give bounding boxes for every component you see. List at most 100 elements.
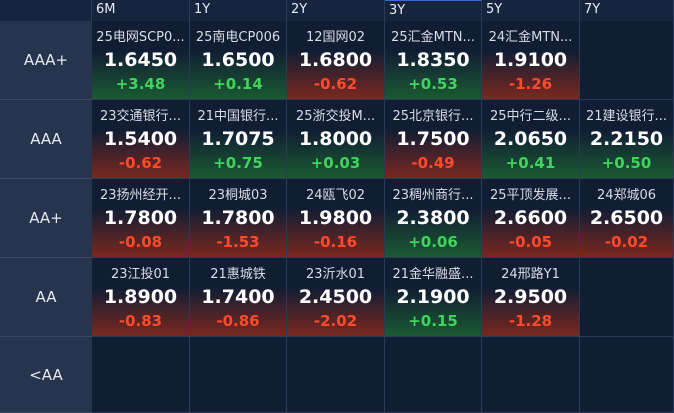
bond-cell[interactable]: 23扬州经开... 1.7800 -0.08 [92, 179, 190, 258]
bond-name: 12国网02 [305, 30, 366, 45]
bond-name: 21金华融盛... [392, 267, 474, 282]
empty-cell [287, 337, 385, 413]
bond-yield: 2.9500 [493, 286, 568, 308]
bond-cell[interactable]: 21中国银行... 1.7075 +0.75 [190, 100, 287, 179]
column-header[interactable]: 3Y [385, 0, 482, 21]
yield-change: +0.41 [505, 154, 556, 172]
yield-change: +0.53 [408, 75, 458, 93]
bond-yield: 2.3800 [396, 207, 470, 229]
bond-name: 24邢路Y1 [501, 267, 560, 282]
yield-change: +0.15 [408, 312, 458, 330]
bond-cell[interactable]: 25北京银行... 1.7500 -0.49 [385, 100, 482, 179]
yield-change: -0.62 [313, 75, 358, 93]
yield-change: -1.28 [508, 312, 553, 330]
bond-cell[interactable]: 12国网02 1.6800 -0.62 [287, 21, 385, 100]
empty-cell [190, 337, 287, 413]
bond-name: 23江投01 [110, 267, 171, 282]
yield-change: -0.02 [604, 233, 649, 251]
yield-change: -1.26 [508, 75, 553, 93]
bond-cell[interactable]: 23交通银行... 1.5400 -0.62 [92, 100, 190, 179]
yield-change: +0.75 [213, 154, 263, 172]
bond-cell[interactable]: 23桐城03 1.7800 -1.53 [190, 179, 287, 258]
bond-cell[interactable]: 25浙交投M... 1.8000 +0.03 [287, 100, 385, 179]
yield-change: -2.02 [313, 312, 358, 330]
empty-cell [385, 337, 482, 413]
bond-name: 21惠城铁 [210, 267, 266, 282]
yield-change: -0.86 [216, 312, 260, 330]
bond-yield: 1.7400 [201, 286, 275, 308]
bond-cell[interactable]: 23江投01 1.8900 -0.83 [92, 258, 190, 337]
bond-yield: 1.5400 [103, 128, 178, 150]
yield-change: +3.48 [115, 75, 166, 93]
column-header[interactable]: 1Y [190, 0, 287, 21]
row-header[interactable]: <AA [0, 337, 92, 413]
yield-change: -0.08 [118, 233, 163, 251]
empty-cell [580, 337, 674, 413]
bond-cell[interactable]: 25中行二级... 2.0650 +0.41 [482, 100, 580, 179]
bond-yield: 2.2150 [589, 128, 664, 150]
bond-name: 24瓯飞02 [305, 188, 366, 203]
bond-name: 21建设银行... [586, 109, 667, 124]
row-header[interactable]: AAA+ [0, 21, 92, 100]
column-header[interactable]: 7Y [580, 0, 674, 21]
bond-yield: 1.7800 [103, 207, 178, 229]
bond-yield: 1.8000 [298, 128, 373, 150]
bond-cell[interactable]: 21建设银行... 2.2150 +0.50 [580, 100, 674, 179]
bond-yield: 1.9100 [493, 49, 568, 71]
row-header[interactable]: AA+ [0, 179, 92, 258]
bond-name: 23沂水01 [305, 267, 366, 282]
yield-change: -0.62 [118, 154, 163, 172]
column-header[interactable]: 6M [92, 0, 190, 21]
yield-change: -0.83 [118, 312, 163, 330]
bond-yield: 2.6500 [589, 207, 664, 229]
empty-cell [580, 258, 674, 337]
bond-name: 25平顶发展... [490, 188, 571, 203]
yield-change: +0.06 [408, 233, 458, 251]
bond-yield: 1.8350 [396, 49, 470, 71]
bond-cell[interactable]: 24邢路Y1 2.9500 -1.28 [482, 258, 580, 337]
column-header[interactable]: 2Y [287, 0, 385, 21]
bond-cell[interactable]: 25汇金MTN... 1.8350 +0.53 [385, 21, 482, 100]
bond-yield: 1.7800 [201, 207, 275, 229]
bond-yield: 2.1900 [396, 286, 470, 308]
bond-name: 23交通银行... [100, 109, 181, 124]
bond-name: 21中国银行... [197, 109, 279, 124]
bond-name: 23桐城03 [208, 188, 268, 203]
bond-name: 24汇金MTN... [488, 30, 573, 45]
bond-yield: 1.6450 [103, 49, 178, 71]
column-header[interactable]: 5Y [482, 0, 580, 21]
header-corner [0, 0, 92, 21]
bond-cell[interactable]: 21惠城铁 1.7400 -0.86 [190, 258, 287, 337]
row-header[interactable]: AAA [0, 100, 92, 179]
row-header[interactable]: AA [0, 258, 92, 337]
yield-change: +0.03 [310, 154, 361, 172]
yield-change: -0.49 [411, 154, 455, 172]
bond-cell[interactable]: 24瓯飞02 1.9800 -0.16 [287, 179, 385, 258]
bond-name: 23扬州经开... [100, 188, 181, 203]
bond-cell[interactable]: 24郑城06 2.6500 -0.02 [580, 179, 674, 258]
bond-yield: 2.4500 [298, 286, 373, 308]
bond-cell[interactable]: 21金华融盛... 2.1900 +0.15 [385, 258, 482, 337]
bond-cell[interactable]: 24汇金MTN... 1.9100 -1.26 [482, 21, 580, 100]
bond-cell[interactable]: 23稠州商行... 2.3800 +0.06 [385, 179, 482, 258]
bond-name: 23稠州商行... [392, 188, 474, 203]
bond-name: 24郑城06 [596, 188, 657, 203]
empty-cell [580, 21, 674, 100]
yield-change: +0.50 [601, 154, 652, 172]
bond-name: 25北京银行... [392, 109, 474, 124]
bond-cell[interactable]: 25电网SCP0... 1.6450 +3.48 [92, 21, 190, 100]
yield-change: +0.14 [213, 75, 263, 93]
bond-yield: 1.6500 [201, 49, 275, 71]
empty-cell [482, 337, 580, 413]
yield-change: -1.53 [216, 233, 260, 251]
bond-name: 25浙交投M... [295, 109, 376, 124]
yield-change: -0.05 [508, 233, 553, 251]
yield-change: -0.16 [313, 233, 358, 251]
bond-name: 25南电CP006 [195, 30, 281, 45]
bond-yield: 1.7500 [396, 128, 470, 150]
bond-cell[interactable]: 25平顶发展... 2.6600 -0.05 [482, 179, 580, 258]
bond-cell[interactable]: 25南电CP006 1.6500 +0.14 [190, 21, 287, 100]
bond-cell[interactable]: 23沂水01 2.4500 -2.02 [287, 258, 385, 337]
bond-name: 25中行二级... [490, 109, 571, 124]
bond-name: 25汇金MTN... [391, 30, 475, 45]
